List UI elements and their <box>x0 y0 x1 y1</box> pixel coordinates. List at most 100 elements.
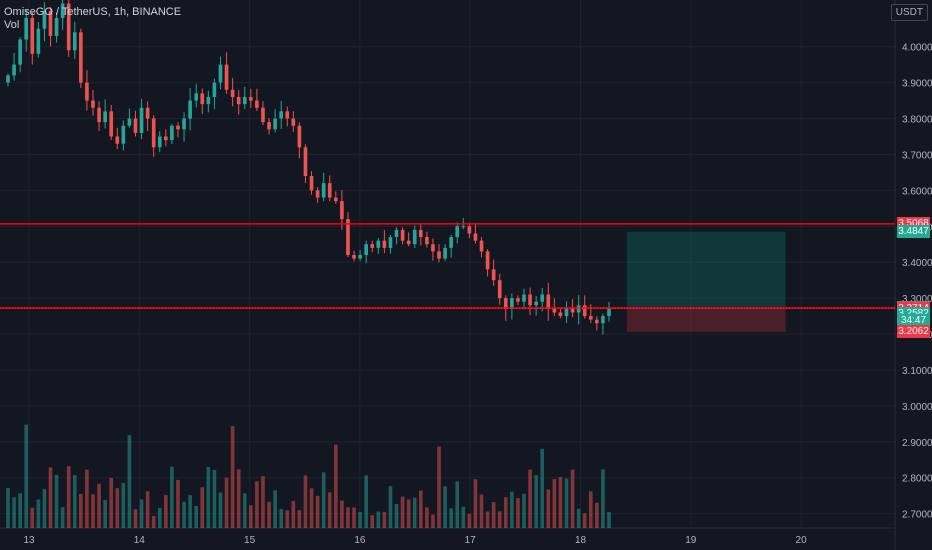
volume-bar <box>18 493 22 528</box>
candle-body <box>200 93 205 105</box>
volume-bar <box>400 496 405 528</box>
volume-bar <box>327 492 332 528</box>
candle-body <box>6 75 10 83</box>
candle-body <box>115 136 120 144</box>
volume-bar <box>182 501 186 528</box>
candle-body <box>194 93 199 101</box>
volume-bar <box>394 503 399 528</box>
volume-bar <box>418 490 423 528</box>
candle-body <box>218 64 223 83</box>
volume-bar <box>24 424 29 528</box>
y-tick-label: 3.7000 <box>902 150 932 161</box>
volume-bar <box>431 514 435 528</box>
candle-body <box>558 312 563 317</box>
volume-bar <box>340 500 344 528</box>
x-tick-label: 17 <box>465 535 477 546</box>
candle-body <box>109 111 114 137</box>
volume-bar <box>85 469 89 528</box>
candle-body <box>170 125 174 141</box>
volume-bar <box>297 510 302 528</box>
profit-zone <box>626 231 786 308</box>
candle-body <box>425 237 429 245</box>
price-tag: 3.4847 <box>897 225 930 239</box>
candle-body <box>510 298 514 309</box>
price-tag: 3.2062 <box>897 325 930 339</box>
candle-body <box>285 111 290 119</box>
candle-body <box>406 240 411 245</box>
candle-body <box>91 100 95 108</box>
y-tick-label: 3.9000 <box>902 79 932 90</box>
candle-body <box>528 294 532 306</box>
volume-bar <box>503 497 508 528</box>
volume-bar <box>364 475 368 528</box>
volume-bar <box>218 492 223 528</box>
volume-bar <box>145 491 150 528</box>
volume-bar <box>382 512 387 528</box>
volume-bar <box>309 488 314 528</box>
volume-bar <box>194 505 199 528</box>
volume-bar <box>279 508 284 528</box>
currency-button[interactable]: USDT <box>890 4 928 21</box>
volume-bar <box>164 494 168 528</box>
candle-body <box>576 305 581 313</box>
candle-body <box>479 240 484 252</box>
candle-body <box>182 118 186 130</box>
candle-body <box>309 176 314 191</box>
volume-bar <box>133 509 138 528</box>
volume-bar <box>157 507 162 528</box>
volume-bar <box>540 448 545 528</box>
volume-bar <box>570 469 575 528</box>
volume-bar <box>291 500 296 528</box>
y-tick-label: 4.0000 <box>902 43 932 54</box>
candle-body <box>431 244 435 252</box>
candle-body <box>188 100 192 119</box>
y-tick-label: 3.8000 <box>902 115 932 126</box>
volume-bar <box>321 472 326 528</box>
volume-bar <box>303 475 308 528</box>
candle-body <box>224 64 229 90</box>
candle-body <box>388 237 393 248</box>
candle-body <box>522 294 526 302</box>
candle-body <box>103 111 107 123</box>
candle-body <box>443 247 447 259</box>
candle-body <box>18 39 22 65</box>
volume-bar <box>601 469 605 528</box>
candle-body <box>595 319 599 324</box>
volume-bar <box>522 493 526 528</box>
x-tick-label: 20 <box>796 535 808 546</box>
candle-body <box>449 237 453 248</box>
volume-bar <box>151 515 156 528</box>
volume-bar <box>595 502 599 528</box>
candle-body <box>352 255 356 259</box>
volume-bar <box>54 474 59 528</box>
candle-body <box>79 32 83 83</box>
volume-bar <box>103 499 107 528</box>
candle-body <box>327 183 332 198</box>
volume-bar <box>412 497 417 528</box>
volume-bar <box>249 505 253 528</box>
candle-body <box>291 118 296 126</box>
candle-body <box>601 316 605 324</box>
volume-bar <box>588 491 593 528</box>
volume-bar <box>546 489 551 528</box>
candle-body <box>394 229 399 238</box>
volume-bar <box>455 481 460 528</box>
volume-bar <box>443 486 447 528</box>
x-tick-label: 13 <box>23 535 35 546</box>
volume-bar <box>30 507 35 528</box>
candle-body <box>588 316 593 320</box>
candle-body <box>467 226 472 234</box>
candle-body <box>570 308 575 313</box>
candle-body <box>133 118 138 133</box>
y-tick-label: 2.7000 <box>902 510 932 521</box>
volume-bar <box>72 475 77 528</box>
volume-bar <box>230 426 235 528</box>
volume-bar <box>127 435 132 528</box>
candle-body <box>261 107 265 123</box>
volume-bar <box>582 513 587 528</box>
volume-bar <box>388 486 393 528</box>
volume-bar <box>224 477 229 528</box>
volume-bar <box>437 446 441 528</box>
volume-bar <box>66 466 71 528</box>
